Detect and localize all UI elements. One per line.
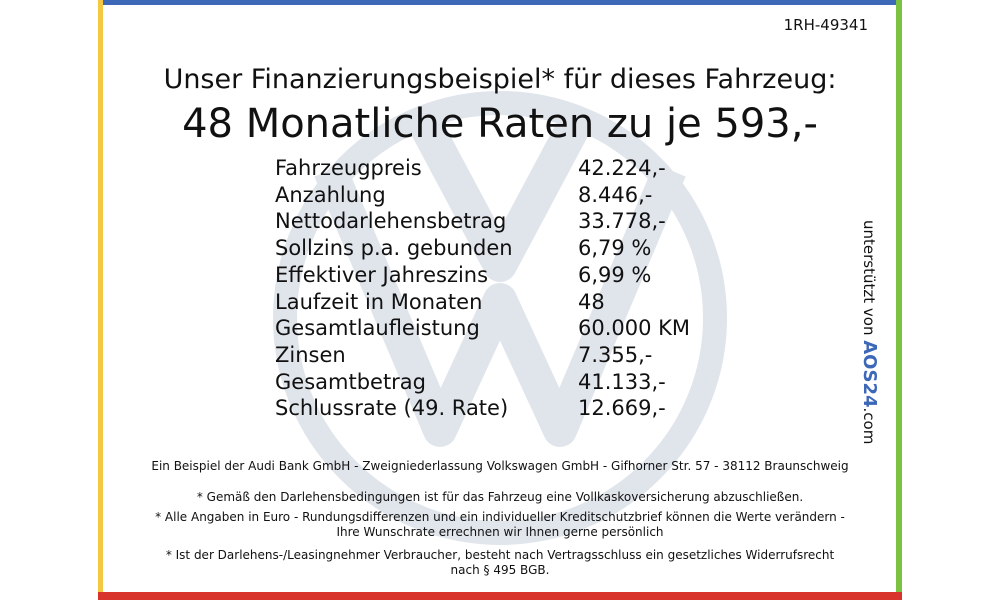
- frame-right: [896, 0, 902, 600]
- row-label: Gesamtlaufleistung: [275, 316, 480, 341]
- row-label: Anzahlung: [275, 182, 386, 207]
- row-value: 41.133,-: [578, 369, 666, 394]
- row-value: 12.669,-: [578, 396, 666, 421]
- heading-line1: Unser Finanzierungsbeispiel* für dieses …: [163, 64, 837, 95]
- row-value: 6,79 %: [578, 236, 652, 261]
- row-value: 6,99 %: [578, 262, 652, 287]
- row-label: Schlussrate (49. Rate): [275, 396, 509, 421]
- heading-line2: 48 Monatliche Raten zu je 593,-: [182, 101, 818, 147]
- row-label: Nettodarlehensbetrag: [275, 209, 507, 234]
- row-value: 33.778,-: [578, 209, 666, 234]
- row-value: 42.224,-: [578, 156, 666, 180]
- footnote: Ein Beispiel der Audi Bank GmbH - Zweign…: [151, 459, 849, 473]
- frame-left: [98, 0, 103, 600]
- frame-top: [98, 0, 902, 5]
- sponsor-text: unterstützt von: [860, 220, 878, 336]
- row-value: 7.355,-: [578, 342, 653, 367]
- row-label: Zinsen: [275, 342, 346, 367]
- reference: 1RH-49341: [783, 16, 868, 34]
- row-value: 8.446,-: [578, 182, 653, 207]
- footnote: * Gemäß den Darlehensbedingungen ist für…: [196, 490, 804, 504]
- row-label: Fahrzeugpreis: [275, 156, 422, 180]
- frame-bottom: [98, 592, 902, 600]
- watermark-logo: [273, 91, 727, 545]
- footnote: * Ist der Darlehens-/Leasingnehmer Verbr…: [165, 548, 835, 577]
- row-label: Sollzins p.a. gebunden: [275, 236, 513, 261]
- row-label: Gesamtbetrag: [275, 369, 427, 394]
- row-label: Laufzeit in Monaten: [275, 289, 483, 314]
- row-value: 48: [578, 289, 605, 314]
- sponsor: unterstützt von AOS24.com: [859, 220, 880, 444]
- footnote: * Alle Angaben in Euro - Rundungsdiffere…: [155, 510, 845, 539]
- sponsor-logo: AOS24: [859, 340, 880, 408]
- row-value: 60.000 KM: [578, 316, 691, 341]
- row-label: Effektiver Jahreszins: [275, 262, 489, 287]
- sponsor-suffix: .com: [860, 407, 878, 445]
